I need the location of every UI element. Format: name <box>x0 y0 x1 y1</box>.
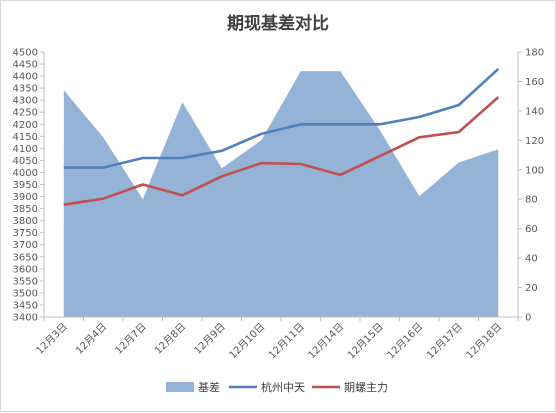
y-left-tick-label: 4150 <box>13 132 38 143</box>
y-right-tick-label: 160 <box>525 77 544 88</box>
x-tick-label: 12月18日 <box>464 321 505 362</box>
legend-item-0: 基差 <box>166 380 220 394</box>
x-tick-label: 12月9日 <box>192 321 228 357</box>
y-left-tick-label: 4450 <box>13 60 38 71</box>
legend-label: 杭州中天 <box>261 380 305 394</box>
y-left-tick-label: 3450 <box>13 300 38 311</box>
x-tick-label: 12月11日 <box>266 321 307 362</box>
x-tick-label: 12月14日 <box>306 321 347 362</box>
y-left-tick-label: 3950 <box>13 180 38 191</box>
y-right-tick-label: 40 <box>525 254 538 265</box>
y-left-tick-label: 4250 <box>13 108 38 119</box>
series-0-area <box>64 71 499 317</box>
y-left-tick-label: 3500 <box>13 288 38 299</box>
y-right-tick-label: 80 <box>525 195 538 206</box>
y-right-tick-label: 100 <box>525 165 544 176</box>
x-tick-label: 12月7日 <box>113 321 149 357</box>
legend-swatch <box>166 382 194 392</box>
y-left-tick-label: 3750 <box>13 228 38 239</box>
y-left-tick-label: 3650 <box>13 252 38 263</box>
y-right-tick-label: 60 <box>525 224 538 235</box>
y-left-tick-label: 3850 <box>13 204 38 215</box>
x-tick-label: 12月16日 <box>385 321 426 362</box>
y-left-tick-label: 4500 <box>13 48 38 59</box>
y-right-tick-label: 140 <box>525 106 544 117</box>
y-left-tick-label: 4200 <box>13 120 38 131</box>
y-right-tick-label: 120 <box>525 136 544 147</box>
y-left-tick-label: 3700 <box>13 240 38 251</box>
y-left-tick-label: 4400 <box>13 72 38 83</box>
legend-label: 基差 <box>198 380 220 394</box>
x-tick-label: 12月4日 <box>73 321 109 357</box>
y-left-tick-label: 3800 <box>13 216 38 227</box>
x-tick-label: 12月8日 <box>152 321 188 357</box>
y-left-tick-label: 3900 <box>13 192 38 203</box>
y-left-tick-label: 4350 <box>13 84 38 95</box>
y-right-tick-label: 180 <box>525 48 544 59</box>
x-tick-label: 12月3日 <box>34 321 70 357</box>
y-left-tick-label: 3550 <box>13 276 38 287</box>
legend-item-2: 期螺主力 <box>312 381 388 394</box>
y-left-tick-label: 4100 <box>13 144 38 155</box>
y-left-tick-label: 4300 <box>13 96 38 107</box>
y-right-tick-label: 20 <box>525 283 538 294</box>
x-tick-label: 12月15日 <box>345 321 386 362</box>
y-left-tick-label: 4000 <box>13 168 38 179</box>
legend-layer: 基差 杭州中天 期螺主力 <box>166 380 388 394</box>
legend-label: 期螺主力 <box>344 381 388 394</box>
legend-item-1: 杭州中天 <box>229 380 305 394</box>
y-left-tick-label: 4050 <box>13 156 38 167</box>
area-layer <box>64 71 499 317</box>
x-tick-label: 12月10日 <box>227 321 268 362</box>
x-tick-label: 12月17日 <box>424 321 465 362</box>
y-left-tick-label: 3600 <box>13 264 38 275</box>
y-left-tick-label: 3400 <box>13 313 38 324</box>
y-right-tick-label: 0 <box>525 313 531 324</box>
